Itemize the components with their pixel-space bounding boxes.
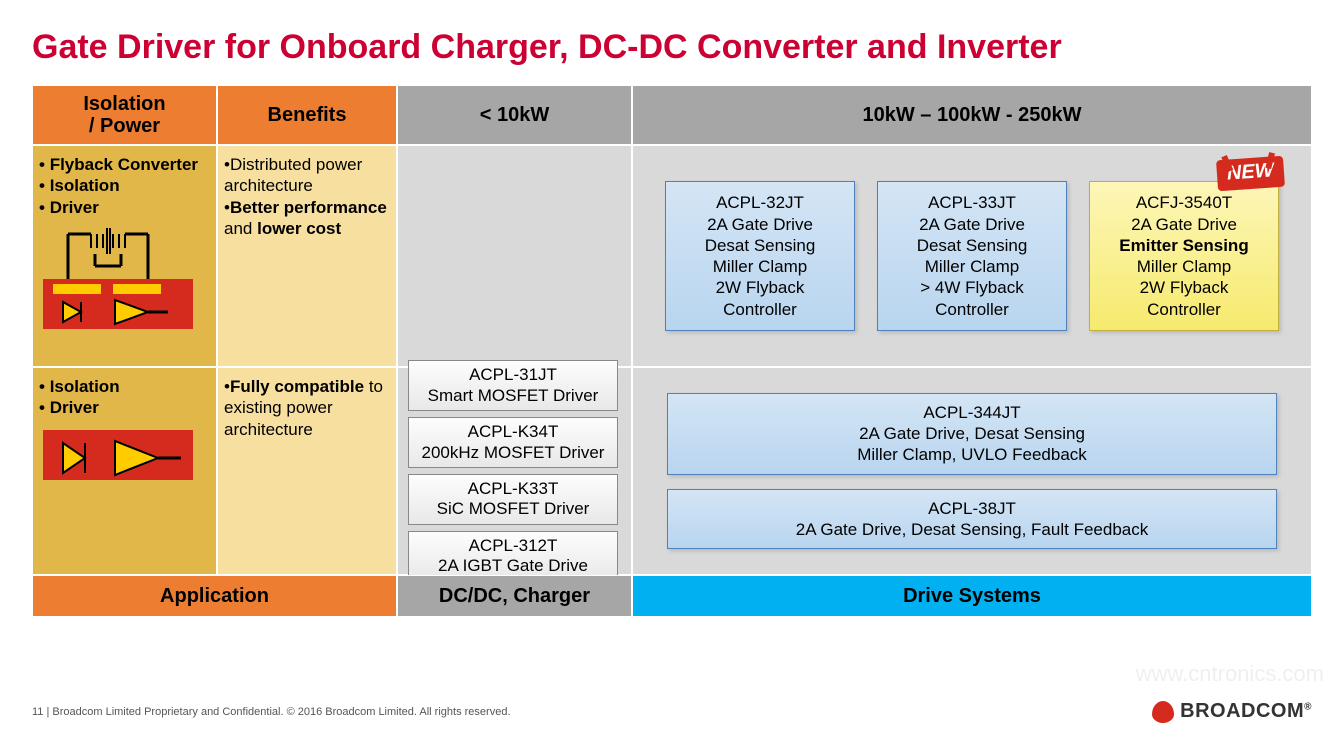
slide-title: Gate Driver for Onboard Charger, DC-DC C…	[32, 28, 1312, 67]
feature-item: Isolation	[39, 175, 198, 196]
header-isolation-power: Isolation / Power	[32, 85, 217, 145]
broadcom-logo: BROADCOM®	[1152, 700, 1312, 723]
row2-drive-products: ACPL-344JT2A Gate Drive, Desat SensingMi…	[632, 367, 1312, 575]
footer-drive-systems: Drive Systems	[632, 575, 1312, 617]
row1-benefits: •Distributed power architecture•Better p…	[217, 145, 397, 367]
header-benefits: Benefits	[217, 85, 397, 145]
product-box: ACPL-K33TSiC MOSFET Driver	[408, 474, 618, 525]
row1-features: Flyback ConverterIsolationDriver	[32, 145, 217, 367]
product-box: ACPL-33JT2A Gate DriveDesat SensingMille…	[877, 181, 1067, 331]
row1-drive-products: ACPL-32JT2A Gate DriveDesat SensingMille…	[632, 145, 1312, 367]
product-box: ACPL-312T2A IGBT Gate Drive	[408, 531, 618, 582]
product-box: ACPL-38JT2A Gate Drive, Desat Sensing, F…	[667, 489, 1277, 550]
row1-lt10kw-empty	[397, 145, 632, 367]
feature-item: Flyback Converter	[39, 154, 198, 175]
row2-benefits: •Fully compatible to existing power arch…	[217, 367, 397, 575]
header-text: Isolation	[83, 93, 165, 115]
broadcom-logo-mark-icon	[1152, 701, 1174, 723]
footer-copyright: 11 | Broadcom Limited Proprietary and Co…	[32, 706, 511, 718]
broadcom-logo-text: BROADCOM®	[1180, 700, 1312, 723]
header-10-250kw: 10kW – 100kW - 250kW	[632, 85, 1312, 145]
comparison-table: Isolation / Power Benefits < 10kW 10kW –…	[32, 85, 1312, 617]
feature-item: Driver	[39, 197, 198, 218]
header-text: / Power	[89, 115, 160, 137]
new-badge: NEW	[1216, 156, 1285, 192]
isolation-driver-icon	[43, 425, 193, 485]
product-box: ACPL-344JT2A Gate Drive, Desat SensingMi…	[667, 393, 1277, 475]
header-lt10kw: < 10kW	[397, 85, 632, 145]
product-box: ACPL-K34T200kHz MOSFET Driver	[408, 417, 618, 468]
flyback-driver-icon	[43, 224, 193, 329]
footer-dcdc-charger: DC/DC, Charger	[397, 575, 632, 617]
product-box: ACPL-31JTSmart MOSFET Driver	[408, 360, 618, 411]
row2-features: IsolationDriver	[32, 367, 217, 575]
product-box: ACFJ-3540T2A Gate DriveEmitter SensingMi…	[1089, 181, 1279, 331]
product-box: ACPL-32JT2A Gate DriveDesat SensingMille…	[665, 181, 855, 331]
watermark: www.cntronics.com	[1136, 661, 1324, 687]
feature-item: Driver	[39, 397, 120, 418]
feature-item: Isolation	[39, 376, 120, 397]
footer-application: Application	[32, 575, 397, 617]
slide-footer: 11 | Broadcom Limited Proprietary and Co…	[32, 700, 1312, 723]
row2-lt10kw-products: ACPL-31JTSmart MOSFET DriverACPL-K34T200…	[397, 367, 632, 575]
